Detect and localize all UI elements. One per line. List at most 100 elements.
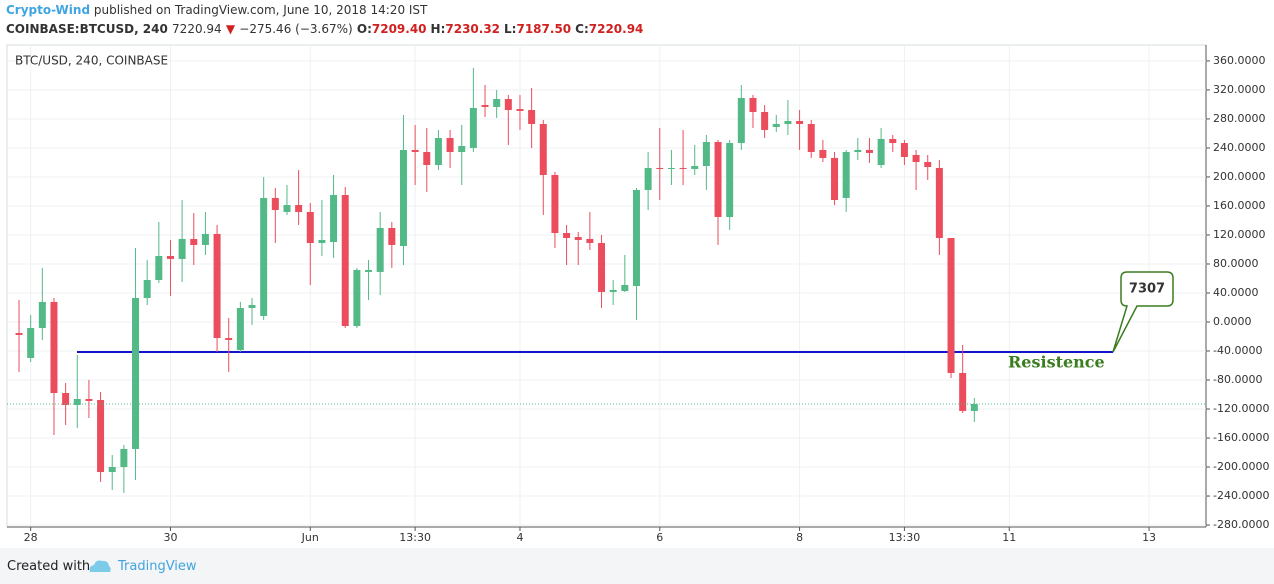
candle-body: [271, 197, 279, 211]
publish-line: Crypto-Wind published on TradingView.com…: [6, 3, 427, 17]
candle-body: [819, 149, 827, 158]
x-tick-label: 13:30: [889, 531, 921, 544]
arrow: ▼: [225, 22, 236, 36]
legend: BTC/USD, 240, COINBASE: [15, 54, 168, 68]
ohlc-value: 7209.40: [371, 22, 427, 36]
candle-body: [528, 110, 536, 125]
candle-body: [73, 399, 81, 406]
published: published on TradingView.com, June 10, 2…: [93, 3, 428, 17]
candle-body: [784, 120, 792, 125]
candle-body: [155, 255, 163, 281]
candle-body: [807, 124, 815, 153]
candle-body: [120, 448, 128, 468]
y-tick-label: -160.0000: [1213, 431, 1269, 444]
ohlc-label: O:: [356, 22, 372, 36]
logo: [89, 560, 111, 572]
callout-text: 7307: [1129, 282, 1165, 297]
candle-body: [50, 301, 58, 393]
candle-body: [551, 174, 559, 234]
candle-body: [900, 143, 908, 158]
candle-body: [306, 211, 314, 244]
candle-body: [353, 269, 361, 326]
candle-body: [842, 152, 850, 198]
candle-body: [423, 152, 431, 165]
candle-body: [598, 243, 606, 292]
author[interactable]: Crypto-Wind: [6, 3, 91, 17]
x-tick-label: 8: [796, 531, 803, 544]
candle-body: [737, 97, 745, 144]
candle-body: [796, 120, 804, 125]
candle-body: [38, 301, 46, 329]
candle-body: [877, 138, 885, 165]
change: −275.46 (−3.67%): [239, 22, 353, 36]
x-tick-label: 28: [24, 531, 38, 544]
candle-body: [85, 399, 93, 401]
ohlc-value: 7230.32: [445, 22, 501, 36]
candle-body: [609, 290, 617, 292]
y-tick-label: 280.0000: [1213, 112, 1266, 125]
candle-body: [434, 138, 442, 165]
ohlc: O:7209.40 H:7230.32 L:7187.50 C:7220.94: [357, 22, 648, 36]
y-tick-label: 120.0000: [1213, 228, 1266, 241]
symbol-line: COINBASE:BTCUSD, 240 7220.94 ▼ −275.46 (…: [6, 22, 647, 36]
y-tick-label: 160.0000: [1213, 199, 1266, 212]
y-tick-label: 320.0000: [1213, 83, 1266, 96]
candle-body: [667, 167, 675, 169]
candle-body: [178, 238, 186, 259]
candle-body: [27, 328, 35, 358]
candle-body: [539, 124, 547, 175]
candle-body: [376, 228, 384, 272]
x-tick-label: 4: [516, 531, 523, 544]
candle-body: [656, 167, 664, 169]
candle-body: [924, 162, 932, 168]
candle-body: [143, 280, 151, 298]
candle-body: [621, 285, 629, 292]
candle-body: [935, 167, 943, 239]
y-tick-label: -120.0000: [1213, 402, 1269, 415]
candle-body: [691, 166, 699, 169]
candle-body: [970, 404, 978, 411]
candle-body: [411, 149, 419, 153]
y-tick-label: -40.0000: [1213, 344, 1262, 357]
annotation: Resistence: [1008, 353, 1105, 372]
x-tick-label: 13: [1142, 531, 1156, 544]
ohlc-value: 7187.50: [516, 22, 572, 36]
plot-layer: [7, 45, 1206, 527]
candle-body: [446, 138, 454, 153]
brand[interactable]: TradingView: [118, 559, 197, 574]
candle-body: [912, 154, 920, 163]
candle-body: [225, 338, 233, 340]
candle-body: [190, 238, 198, 245]
candle-body: [458, 145, 466, 153]
x-tick-label: 11: [1002, 531, 1016, 544]
ohlc-label: H:: [430, 22, 446, 36]
y-tick-label: 40.0000: [1213, 286, 1259, 299]
candle-body: [772, 124, 780, 127]
y-tick-label: -240.0000: [1213, 489, 1269, 502]
candle-body: [714, 141, 722, 217]
candle-body: [632, 190, 640, 287]
candle-body: [213, 233, 221, 339]
candle-body: [236, 307, 244, 350]
candle-body: [481, 105, 489, 107]
candle-body: [493, 98, 501, 107]
candle-body: [504, 98, 512, 111]
candle-body: [865, 149, 873, 153]
created-with: Created with: [7, 559, 91, 574]
y-tick-label: -80.0000: [1213, 373, 1262, 386]
candle-body: [644, 167, 652, 191]
candle-body: [469, 107, 477, 148]
y-tick-label: -200.0000: [1213, 460, 1269, 473]
x-tick-label: 13:30: [399, 531, 431, 544]
candle-body: [516, 109, 524, 111]
x-tick-label: Jun: [301, 531, 319, 544]
price: 7220.94: [172, 22, 222, 36]
y-tick-label: 80.0000: [1213, 257, 1259, 270]
candle-body: [574, 236, 582, 240]
y-tick-label: -280.0000: [1213, 518, 1269, 531]
candle-body: [854, 149, 862, 153]
candle-body: [97, 400, 105, 473]
candle-body: [62, 392, 70, 406]
candle-body: [283, 205, 291, 212]
